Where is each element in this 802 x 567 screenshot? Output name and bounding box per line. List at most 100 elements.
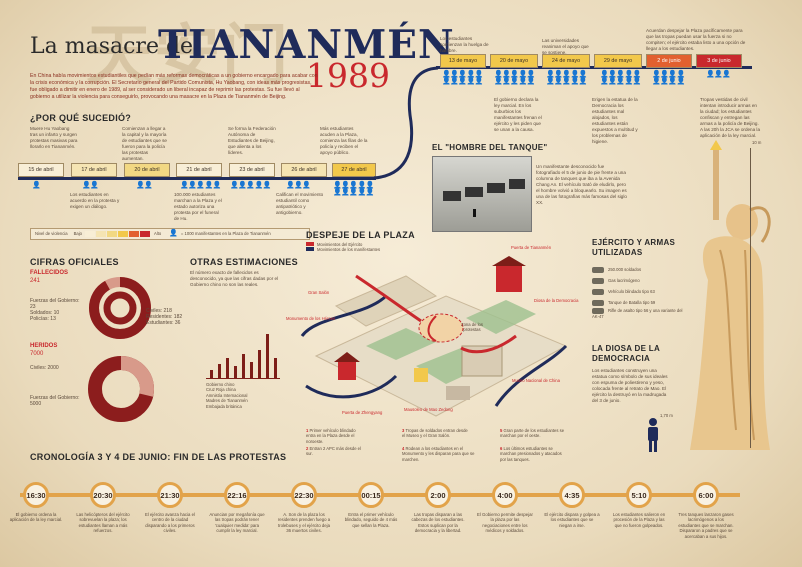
statue-height-line — [750, 148, 751, 448]
time-event-text-10: Los estudiantes salieron en procesión de… — [612, 512, 666, 528]
est-label-1: Gobierno chino — [206, 382, 235, 387]
bar-7 — [258, 350, 261, 378]
label-mausoleo-mao: Mausoleo de Mao Zedong — [404, 407, 453, 412]
time-event-text-5: A. Son de la plaza los residentes prende… — [277, 512, 331, 534]
why-lower-note-1: El gobierno declara la ley marcial. En l… — [494, 97, 542, 132]
time-marker-1: 16:30 — [23, 482, 49, 508]
label-puerta-zhengyang: Puerta de Zhengyang — [342, 410, 383, 415]
time-marker-7: 2:00 — [425, 482, 451, 508]
violence-legend: Nivel de violencia Bajo Alto 👤 = 1000 ma… — [30, 228, 310, 240]
rifle-icon — [592, 308, 604, 314]
plaza-step-6: 6 Los últimos estudiantes se marchan pre… — [500, 446, 562, 462]
statue-height-label: 10 m — [752, 140, 762, 145]
gas-icon — [592, 277, 604, 284]
legend-cell-2 — [95, 231, 106, 237]
plaza-step-5-text: Gran parte de los estudiantes se marchan… — [500, 428, 565, 439]
title-prefix: La masacre de — [30, 34, 194, 59]
fallecidos-breakdown: Fuerzas del Gobierno: 23 Soldados: 10 Po… — [30, 298, 86, 322]
man-figure-icon — [473, 209, 476, 217]
cronologia-heading: CRONOLOGÍA 3 Y 4 DE JUNIO: FIN DE LAS PR… — [30, 452, 287, 462]
time-event-text-3: El ejército avanza hacia el centro de la… — [145, 512, 195, 534]
legend-cell-6 — [139, 231, 150, 237]
army-arrow-icon — [306, 242, 314, 246]
plaza-step-6-text: Los últimos estudiantes se marchan presi… — [500, 446, 562, 462]
plaza-step-2: 2 Entran 2 APC más desde el sur. — [306, 446, 361, 457]
people-icons-9: 👤👤👤👤👤 👤👤👤👤👤 — [494, 71, 536, 85]
bar-4 — [234, 366, 237, 378]
timeline-line-bottom — [18, 177, 376, 180]
label-gran-salon: Gran Salón — [308, 290, 330, 295]
est-label-3: Amnistía Internacional — [206, 392, 248, 398]
date-27-abril: 27 de abril — [332, 163, 376, 177]
people-icons-11: 👤👤👤👤👤 👤👤👤👤👤 — [600, 71, 642, 85]
heridos-label: HERIDOS — [30, 343, 58, 349]
why-heading: ¿POR QUÉ SUCEDIÓ? — [30, 113, 132, 123]
why-lower-note-2: Erigen la estatua de la Democracia los e… — [592, 97, 638, 144]
ejercito-heading: EJÉRCITO Y ARMAS UTILIZADAS — [592, 238, 676, 257]
legend-low: Bajo — [73, 231, 82, 237]
fallecidos-residentes: Residentes: 182 — [146, 314, 183, 320]
tank-icon-1 — [443, 191, 461, 201]
plaza-heading: DESPEJE DE LA PLAZA — [306, 230, 415, 240]
why-bottom-note-2: 100.000 estudiantes marchan a la Plaza y… — [174, 192, 222, 221]
time-marker-5: 22:30 — [291, 482, 317, 508]
tank-icon — [592, 299, 604, 306]
legend-people: = 1000 manifestantes en la Plaza de Tian… — [180, 231, 271, 237]
time-event-text-6: Entra el primer vehículo blindado, segui… — [344, 512, 398, 528]
time-event-text-1: El gobierno ordena la aplicación de la l… — [9, 512, 63, 523]
date-17-abril: 17 de abril — [71, 163, 117, 177]
time-event-text-2: Las helicópteros del ejército sobrevuela… — [76, 512, 130, 534]
why-lower-note-3: Tropas vestidas de civil intentan introd… — [700, 97, 761, 138]
date-20-abril: 20 de abril — [124, 163, 170, 177]
bar-9 — [274, 358, 277, 378]
tank-icon-3 — [487, 183, 505, 193]
label-monumento-heroes: Monumento de los Héroes — [286, 316, 336, 321]
legend-label: Nivel de violencia — [35, 231, 68, 237]
ejercito-item-2: Gas lacrimógeno — [608, 278, 640, 283]
heridos-civiles: Civiles: 2000 — [30, 365, 59, 371]
legend-manifestantes: Movimientos de los manifestantes — [317, 247, 381, 253]
tank-icon-4 — [509, 179, 525, 189]
ejercito-item-5: Rifle de asalto tipo 56 y una variante d… — [592, 308, 683, 320]
est-label-4: Madres de Tiananmén — [206, 398, 248, 404]
why-note-1: Muere Hu Yaobang tras un infarto y surge… — [30, 126, 78, 149]
plaza-map — [300, 256, 568, 417]
fallecidos-value: 241 — [30, 278, 41, 284]
people-icons-3: 👤👤 — [136, 182, 153, 189]
plaza-step-1-text: Primer vehículo blindado entra en la Pla… — [306, 428, 356, 444]
people-icons-4: 👤👤👤👤👤 — [180, 182, 222, 189]
time-marker-2: 20:30 — [90, 482, 116, 508]
goddess-statue-illustration — [690, 140, 771, 450]
why-upper-note-2: Las universidades reaniman el apoyo que … — [542, 38, 589, 55]
label-museo-nacional: Museo Nacional de China — [512, 378, 560, 383]
intro-text: En China había movimientos estudiantiles… — [30, 73, 318, 100]
fallecidos-estudiantes: Estudiantes: 36 — [146, 320, 181, 326]
people-icons-1: 👤 — [32, 182, 41, 189]
est-label-5: Embajada británica — [206, 403, 242, 409]
why-note-3: Se forma la Federación Autónoma de Estud… — [228, 126, 276, 155]
date-26-abril: 26 de abril — [281, 163, 327, 177]
time-marker-8: 4:00 — [492, 482, 518, 508]
people-icons-7: 👤👤👤👤👤 👤👤👤👤👤 — [333, 182, 375, 196]
time-event-text-7: Las tropas disparan a las cabezas de los… — [411, 512, 465, 534]
background-chinese-characters: 天安门 — [86, 16, 290, 94]
soldier-icon — [592, 266, 604, 273]
legend-ejercito: Movimientos del Ejército — [317, 242, 363, 247]
date-15-abril: 15 de abril — [18, 163, 64, 177]
heridos-donut — [88, 356, 154, 422]
cifras-heading: CIFRAS OFICIALES — [30, 257, 119, 267]
plaza-step-3-text: Tropas de soldados entran desde el Museo… — [402, 428, 468, 439]
time-marker-9: 4:35 — [559, 482, 585, 508]
tank-icon-2 — [465, 187, 483, 197]
fallecidos-soldados: Soldados: 10 — [30, 310, 60, 316]
est-label-2: Cruz Roja china — [206, 387, 236, 393]
plaza-step-3: 3 Tropas de soldados entran desde el Mus… — [402, 428, 468, 439]
bar-3 — [226, 358, 229, 378]
person-height-label: 1,70 m — [660, 413, 673, 418]
date-3-junio: 3 de junio — [696, 54, 742, 68]
people-icons-6: 👤👤👤 — [286, 182, 311, 189]
people-icons-10: 👤👤👤👤👤 👤👤👤👤👤 — [546, 71, 588, 85]
tanque-heading: EL "HOMBRE DEL TANQUE" — [432, 143, 548, 152]
protester-arrow-icon — [306, 247, 314, 252]
